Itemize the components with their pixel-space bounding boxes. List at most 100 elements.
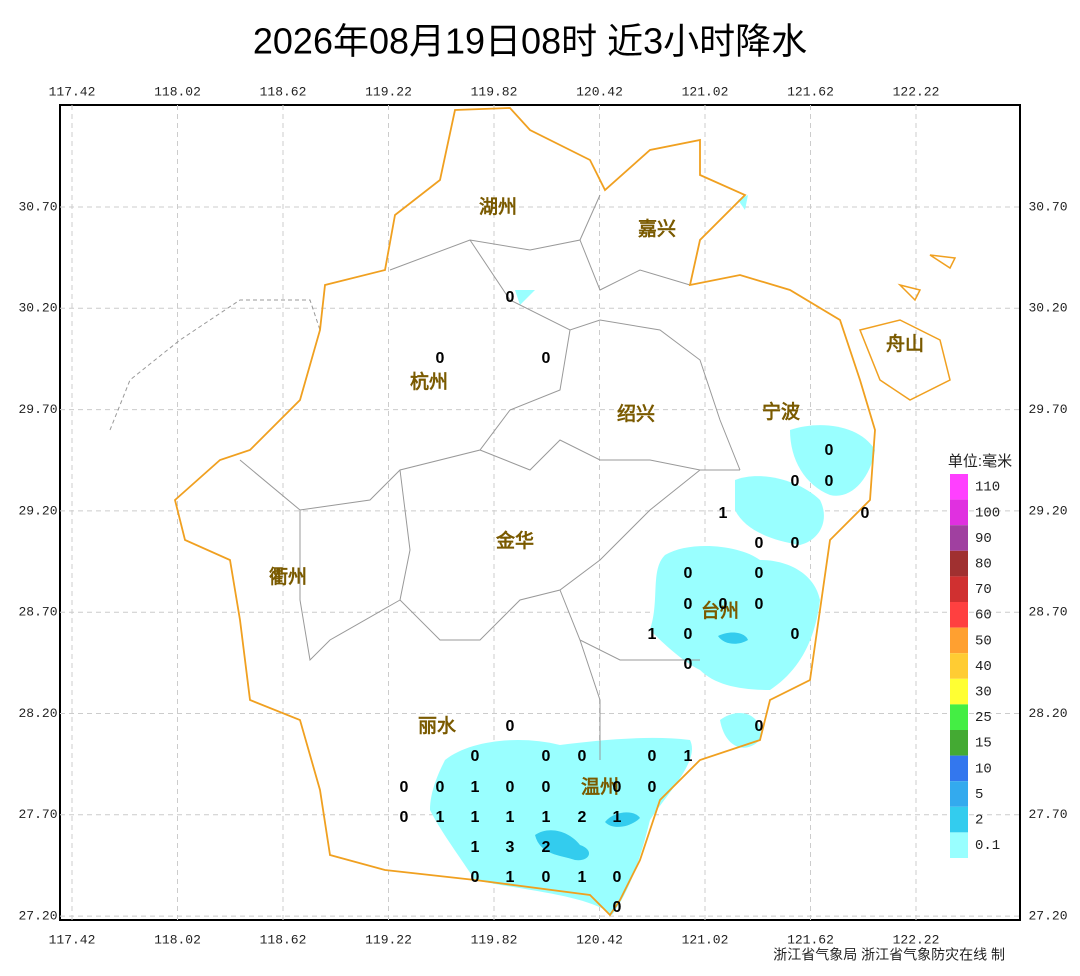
- legend-label: 15: [975, 736, 992, 752]
- legend-swatch: [950, 704, 968, 730]
- lat-tick-label: 28.70: [1028, 605, 1067, 620]
- legend-label: 40: [975, 659, 992, 675]
- legend-label: 90: [975, 531, 992, 547]
- city-label: 杭州: [410, 370, 448, 393]
- legend-swatch: [950, 602, 968, 628]
- rain-area: [735, 476, 824, 545]
- legend-swatch: [950, 781, 968, 807]
- lon-tick-label: 117.42: [49, 84, 96, 99]
- station-value: 1: [506, 809, 515, 826]
- station-value: 0: [613, 899, 622, 916]
- legend-title: 单位:毫米: [948, 452, 1012, 470]
- legend-swatch: [950, 755, 968, 782]
- lat-tick-label: 30.70: [1028, 199, 1067, 214]
- legend-swatch: [950, 678, 968, 705]
- legend-label: 80: [975, 557, 992, 573]
- city-label: 绍兴: [617, 402, 655, 425]
- station-value: 0: [648, 779, 657, 796]
- lat-tick-label: 29.70: [1028, 402, 1067, 417]
- lat-tick-label: 27.20: [18, 909, 57, 924]
- lon-tick-label: 118.62: [260, 932, 307, 947]
- station-value: 1: [613, 809, 622, 826]
- legend-label: 70: [975, 582, 992, 598]
- station-value: 0: [755, 565, 764, 582]
- station-value: 0: [684, 565, 693, 582]
- legend-label: 2: [975, 813, 983, 829]
- station-value: 1: [471, 779, 480, 796]
- lon-tick-label: 122.22: [893, 932, 940, 947]
- legend-swatch: [950, 576, 968, 602]
- city-boundaries: [109, 194, 741, 760]
- lat-tick-label: 27.20: [1028, 909, 1067, 924]
- station-value: 1: [719, 505, 728, 522]
- legend: 单位:毫米 110 100 90 80 70 60 50 40 30 25 15 10 5 2 0.1: [948, 452, 1012, 858]
- station-value: 1: [506, 869, 515, 886]
- lon-tick-label: 121.02: [682, 84, 729, 99]
- station-value: 1: [436, 809, 445, 826]
- station-value: 0: [791, 473, 800, 490]
- station-value: 1: [471, 839, 480, 856]
- station-value: 0: [506, 718, 515, 735]
- lat-tick-label: 27.70: [1028, 807, 1067, 822]
- station-value: 0: [578, 748, 587, 765]
- legend-label: 110: [975, 480, 1000, 496]
- islands: [858, 254, 957, 401]
- province-boundary: [173, 107, 876, 917]
- lon-tick-label: 119.82: [471, 84, 518, 99]
- city-label: 湖州: [479, 196, 517, 218]
- station-value: 0: [471, 869, 480, 886]
- legend-label: 10: [975, 761, 992, 777]
- station-value: 0: [542, 748, 551, 765]
- lat-tick-label: 28.70: [18, 605, 57, 620]
- station-value: 0: [542, 350, 551, 367]
- rain-area: [430, 737, 692, 915]
- rain-area: [720, 712, 761, 748]
- lat-tick-label: 29.20: [18, 503, 57, 518]
- footer: 浙江省气象局 浙江省气象防灾在线 制: [773, 947, 1005, 963]
- station-value: 3: [506, 839, 515, 856]
- station-value: 0: [755, 718, 764, 735]
- rain-area: [718, 632, 748, 644]
- legend-swatch: [950, 832, 968, 858]
- lon-tick-label: 118.62: [260, 84, 307, 99]
- legend-swatch: [950, 499, 968, 526]
- legend-swatch: [950, 653, 968, 679]
- rain-area: [650, 545, 820, 690]
- lon-tick-label: 119.22: [365, 932, 412, 947]
- station-value: 1: [471, 809, 480, 826]
- rain-area: [605, 812, 640, 827]
- station-value: 0: [506, 289, 515, 306]
- station-value: 0: [684, 596, 693, 613]
- legend-swatch: [950, 730, 968, 756]
- station-value: 0: [825, 442, 834, 459]
- rain-heavy: [535, 632, 748, 861]
- city-label: 衢州: [269, 565, 307, 588]
- lon-tick-label: 118.02: [154, 932, 201, 947]
- station-value: 0: [542, 869, 551, 886]
- lat-tick-label: 27.70: [18, 807, 57, 822]
- legend-label: 50: [975, 633, 992, 649]
- lon-tick-label: 121.02: [682, 932, 729, 947]
- lon-tick-label: 120.42: [576, 84, 623, 99]
- station-value: 0: [755, 535, 764, 552]
- station-value: 0: [542, 779, 551, 796]
- legend-label: 60: [975, 608, 992, 624]
- station-value: 0: [861, 505, 870, 522]
- station-value: 0: [648, 748, 657, 765]
- station-value: 2: [578, 809, 587, 826]
- legend-label: 5: [975, 787, 983, 803]
- station-value: 0: [825, 473, 834, 490]
- station-value: 0: [471, 748, 480, 765]
- station-value: 0: [400, 779, 409, 796]
- legend-label: 0.1: [975, 838, 1000, 854]
- station-value: 0: [791, 535, 800, 552]
- legend-swatch: [950, 806, 968, 833]
- station-value: 0: [684, 626, 693, 643]
- city-label: 宁波: [762, 400, 801, 423]
- city-label: 丽水: [418, 715, 457, 737]
- lon-tick-label: 122.22: [893, 84, 940, 99]
- legend-swatch: [950, 627, 968, 654]
- city-label: 温州: [581, 776, 619, 798]
